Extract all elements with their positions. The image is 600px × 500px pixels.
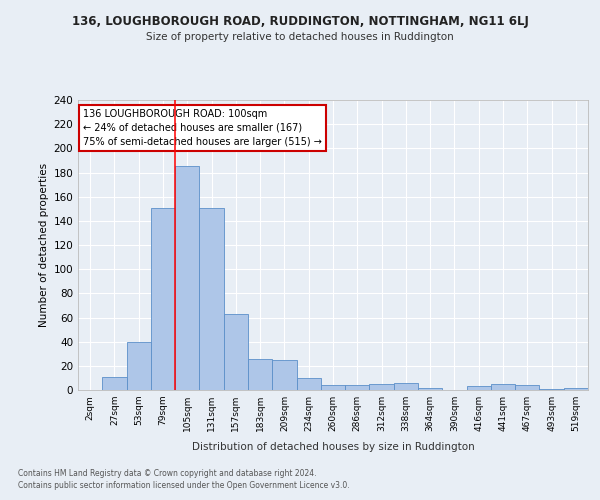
Text: Distribution of detached houses by size in Ruddington: Distribution of detached houses by size … (191, 442, 475, 452)
Bar (272, 360, 296, 390)
Bar (199, 208, 224, 390)
Bar (127, 342, 151, 390)
Bar (345, 385, 370, 390)
Bar (370, 384, 394, 390)
Text: Contains HM Land Registry data © Crown copyright and database right 2024.: Contains HM Land Registry data © Crown c… (18, 468, 317, 477)
Bar (418, 388, 442, 390)
Bar (539, 389, 564, 390)
Bar (175, 166, 199, 390)
Bar (102, 376, 127, 390)
Text: 136, LOUGHBOROUGH ROAD, RUDDINGTON, NOTTINGHAM, NG11 6LJ: 136, LOUGHBOROUGH ROAD, RUDDINGTON, NOTT… (71, 15, 529, 28)
Y-axis label: Number of detached properties: Number of detached properties (39, 163, 49, 327)
Bar (467, 386, 491, 390)
Bar (491, 384, 515, 390)
Text: Size of property relative to detached houses in Ruddington: Size of property relative to detached ho… (146, 32, 454, 42)
Bar (321, 385, 345, 390)
Text: 136 LOUGHBOROUGH ROAD: 100sqm
← 24% of detached houses are smaller (167)
75% of : 136 LOUGHBOROUGH ROAD: 100sqm ← 24% of d… (83, 108, 322, 146)
Bar (296, 378, 321, 390)
Bar (248, 358, 272, 390)
Bar (564, 388, 588, 390)
Bar (224, 314, 248, 390)
Text: Contains public sector information licensed under the Open Government Licence v3: Contains public sector information licen… (18, 481, 350, 490)
Bar (515, 385, 539, 390)
Bar (151, 208, 175, 390)
Bar (394, 383, 418, 390)
